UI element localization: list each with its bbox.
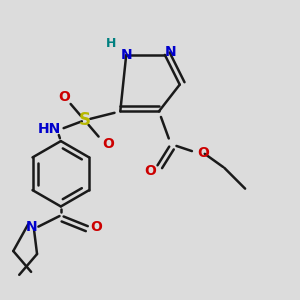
Text: N: N [25, 220, 37, 234]
Text: O: O [91, 220, 102, 234]
Text: O: O [144, 164, 156, 178]
Text: O: O [103, 137, 114, 151]
Text: H: H [106, 37, 116, 50]
Text: O: O [58, 89, 70, 103]
Text: N: N [120, 48, 132, 62]
Text: HN: HN [37, 122, 61, 136]
Text: S: S [79, 111, 91, 129]
Text: N: N [165, 45, 177, 59]
Text: O: O [198, 146, 209, 160]
